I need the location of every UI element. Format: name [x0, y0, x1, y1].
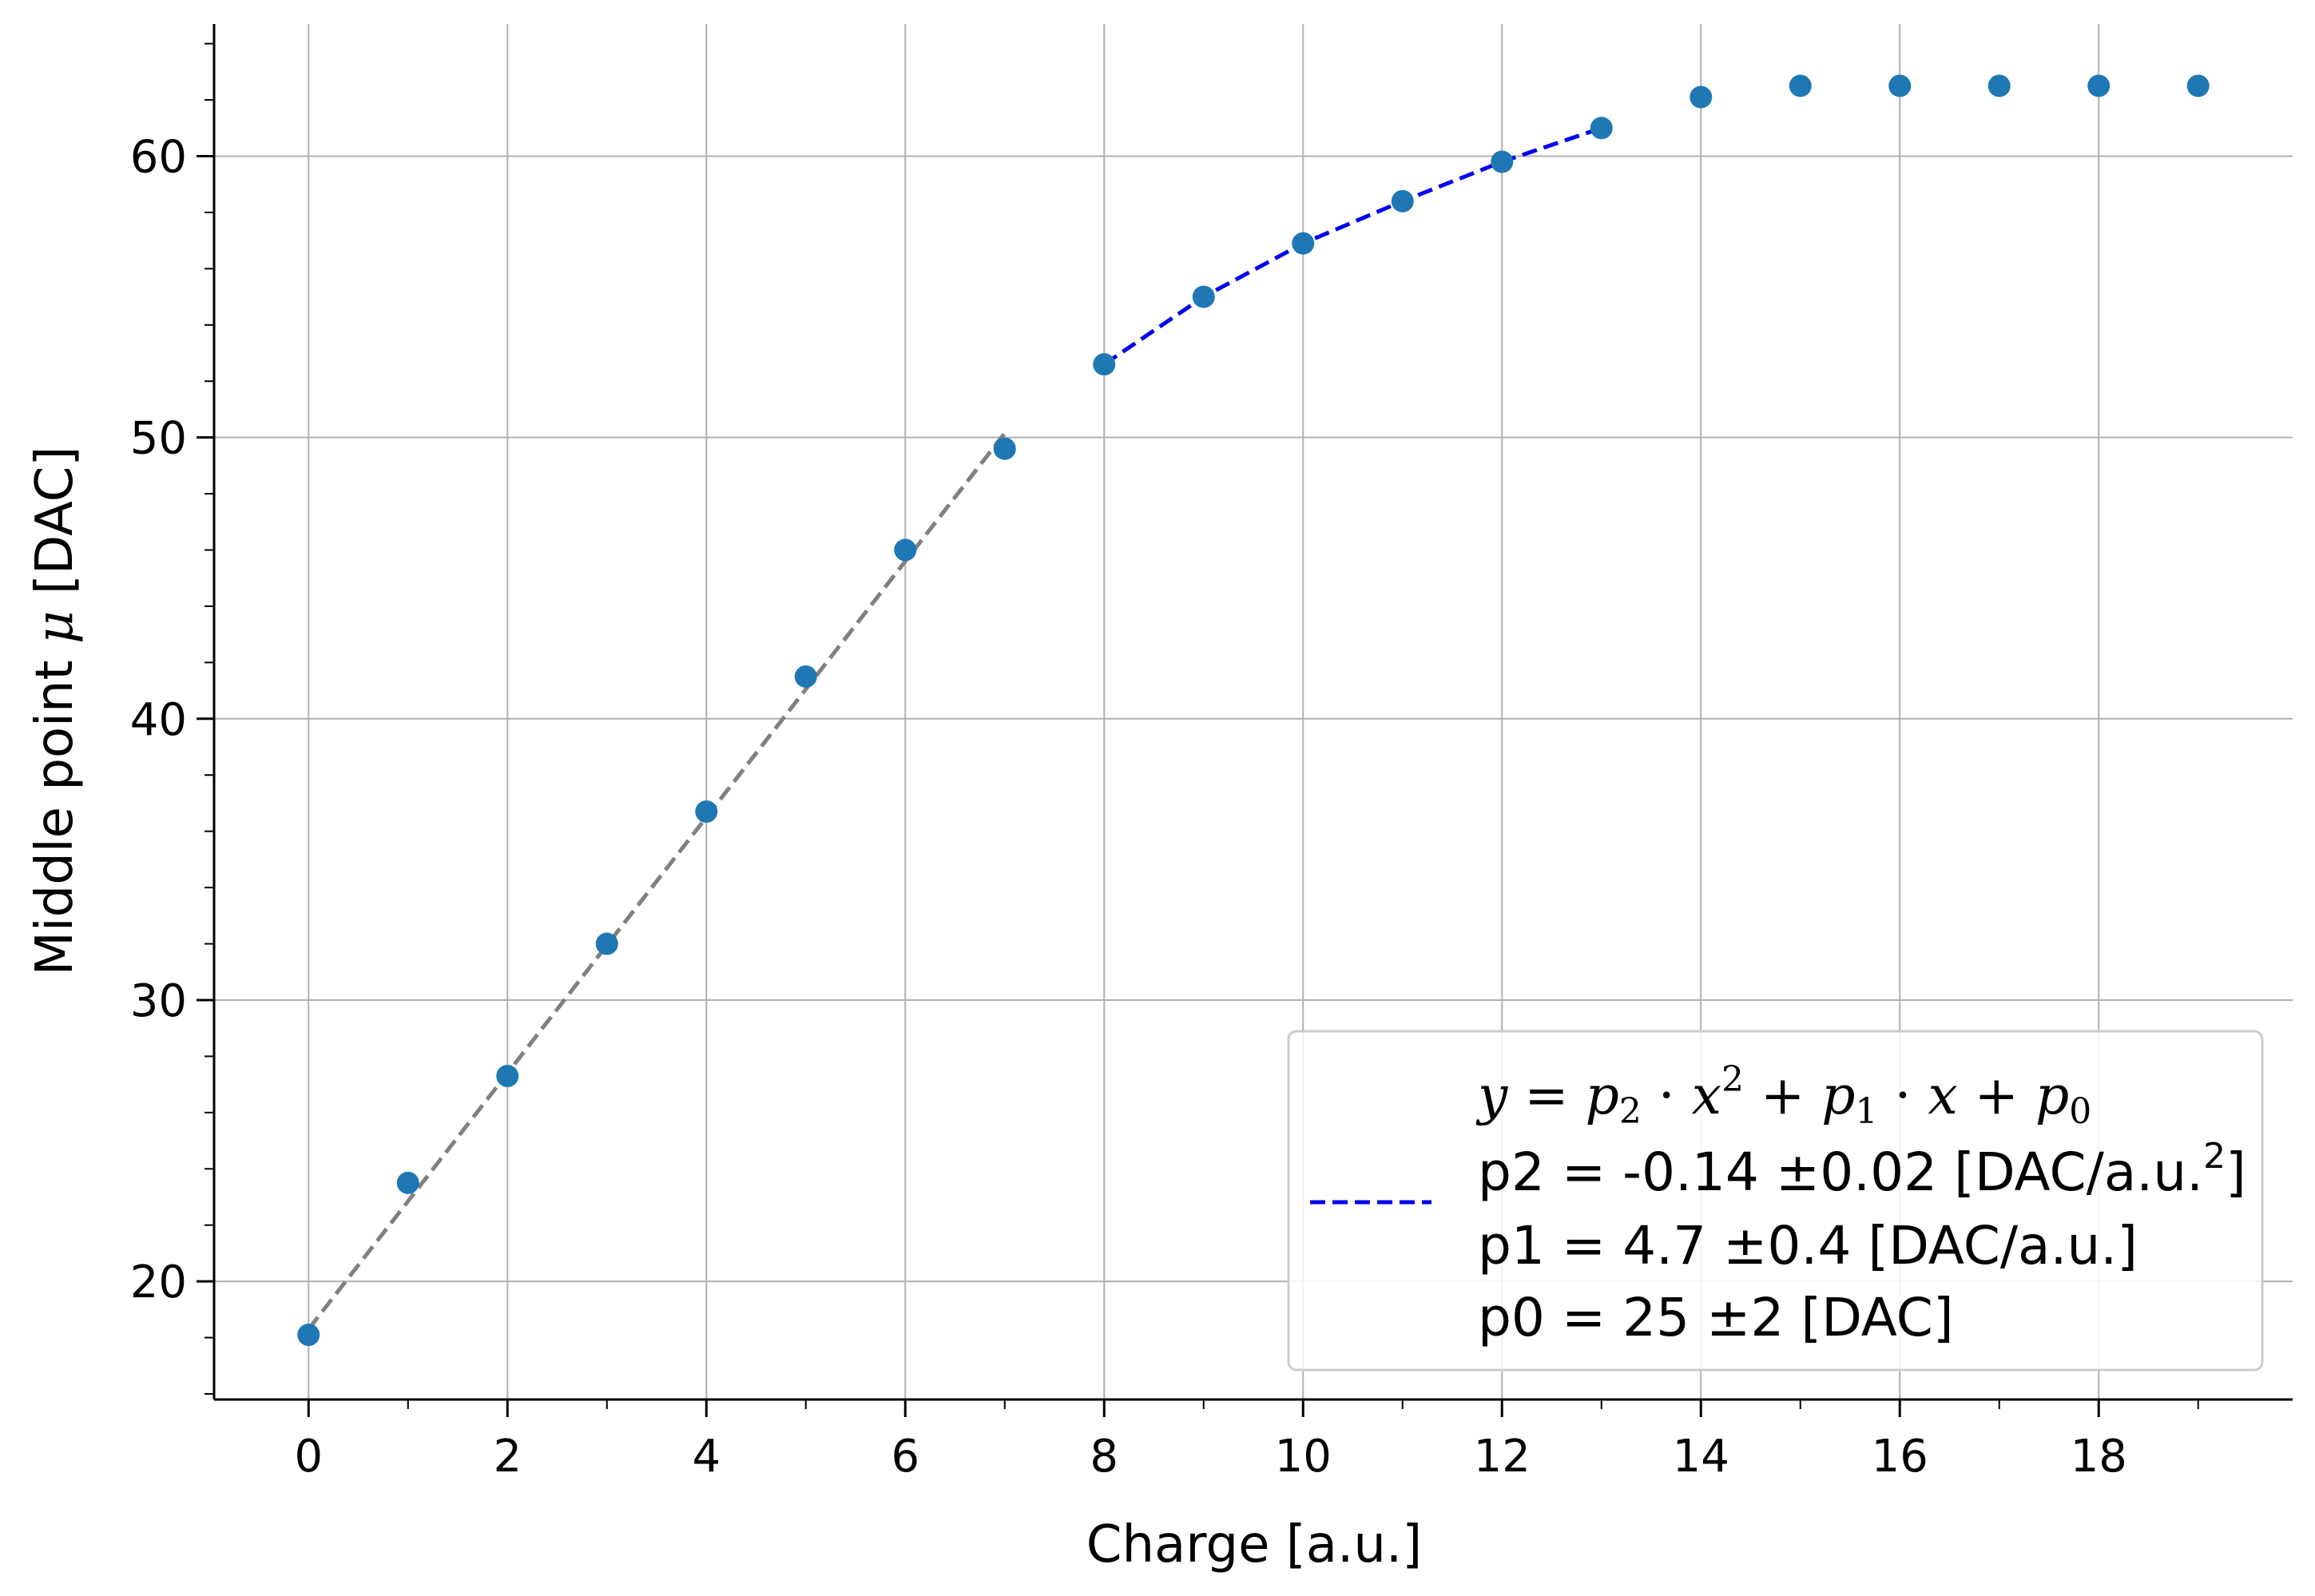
- legend: y = p2 · x2 + p1 · x + p0 p2 = -0.14 ±0.…: [1287, 1030, 2264, 1372]
- data-point: [2087, 74, 2111, 97]
- data-point: [894, 538, 917, 562]
- y-tick-label: 60: [130, 132, 187, 184]
- data-point: [1690, 85, 1713, 109]
- ticks: 0 2 4 6 8 10 12 14 16 18 20 30 40 50 60: [130, 42, 2199, 1483]
- data-point: [1391, 189, 1414, 212]
- data-point: [1888, 74, 1912, 97]
- x-tick-label: 4: [692, 1431, 721, 1483]
- data-point: [2186, 74, 2210, 97]
- x-tick-label: 14: [1673, 1431, 1729, 1483]
- data-point: [695, 800, 718, 824]
- x-tick-label: 0: [294, 1431, 323, 1483]
- linear-fit-line: [307, 431, 1007, 1331]
- fit-curves: [307, 125, 1602, 1331]
- y-tick-label: 30: [130, 975, 187, 1027]
- data-point: [396, 1171, 419, 1194]
- data-point: [496, 1065, 519, 1088]
- x-tick-label: 12: [1474, 1431, 1531, 1483]
- data-point: [297, 1324, 320, 1347]
- legend-box: [1287, 1030, 2264, 1372]
- legend-p2: p2 = -0.14 ±0.02 [DAC/a.u.2]: [1478, 1136, 2246, 1203]
- y-axis-label: Middle point μ [DAC]: [26, 447, 85, 976]
- legend-formula: y = p2 · x2 + p1 · x + p0: [1475, 1059, 2091, 1132]
- x-tick-label: 18: [2071, 1431, 2127, 1483]
- y-axis-label-symbol: μ: [26, 610, 85, 644]
- x-tick-label: 8: [1090, 1431, 1118, 1483]
- y-tick-label: 40: [130, 694, 187, 746]
- data-point: [1789, 74, 1812, 97]
- data-point: [1590, 117, 1613, 140]
- y-tick-label: 20: [130, 1257, 187, 1308]
- data-point: [1093, 353, 1116, 376]
- y-axis-label-prefix: Middle point: [26, 644, 85, 975]
- x-tick-label: 6: [891, 1431, 919, 1483]
- y-tick-label: 50: [130, 413, 187, 465]
- x-tick-label: 16: [1872, 1431, 1928, 1483]
- data-point: [1292, 232, 1315, 255]
- data-point: [993, 437, 1016, 460]
- x-tick-label: 10: [1275, 1431, 1332, 1483]
- x-tick-label: 2: [493, 1431, 522, 1483]
- x-axis-label: Charge [a.u.]: [1086, 1515, 1422, 1574]
- data-point: [1192, 285, 1215, 308]
- quadratic-fit-line: [1102, 125, 1602, 367]
- data-point: [794, 665, 817, 688]
- legend-p1: p1 = 4.7 ±0.4 [DAC/a.u.]: [1478, 1215, 2138, 1276]
- axes: [212, 24, 2293, 1401]
- legend-p0: p0 = 25 ±2 [DAC]: [1478, 1287, 1954, 1348]
- data-point: [595, 932, 618, 955]
- data-point: [1491, 150, 1514, 173]
- data-point: [1987, 74, 2011, 97]
- data-points: [297, 74, 2210, 1347]
- y-axis-label-suffix: [DAC]: [26, 447, 85, 611]
